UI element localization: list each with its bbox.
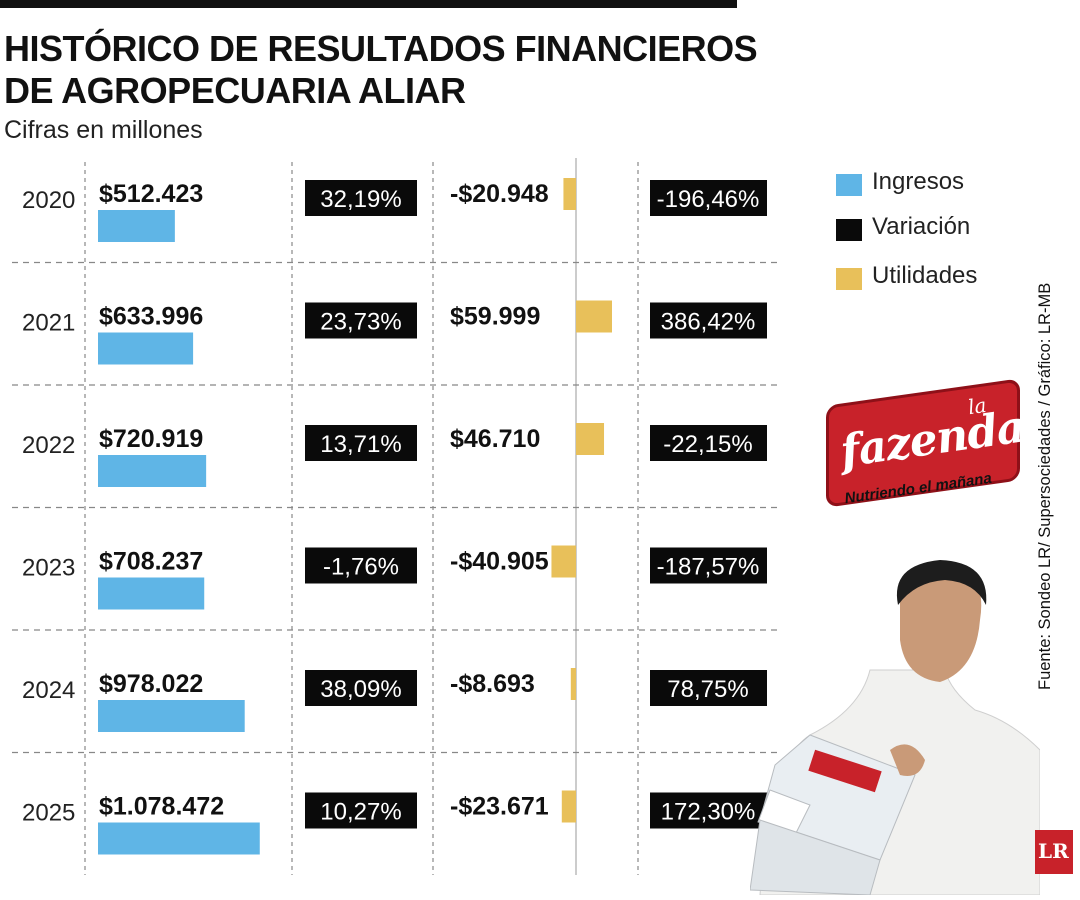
variacion-utilidades-label: 172,30% (661, 799, 756, 826)
variacion-value-label: 32,19% (320, 186, 401, 213)
legend-label-utilidades: Utilidades (872, 262, 978, 289)
variacion-box (305, 670, 417, 706)
variacion-utilidades-box (650, 302, 767, 339)
year-label: 2025 (22, 800, 75, 827)
ingresos-value-label: $512.423 (99, 180, 203, 208)
utilidades-value-label: -$20.948 (450, 180, 549, 208)
ingresos-bar (98, 700, 245, 732)
utilidades-value-label: -$8.693 (450, 670, 535, 698)
variacion-utilidades-box (650, 425, 767, 461)
utilidades-value-label: $59.999 (450, 303, 540, 331)
variacion-utilidades-box (650, 180, 767, 216)
ingresos-bar (98, 577, 205, 610)
legend-swatch-variacion (836, 219, 862, 241)
legend-swatch-utilidades (836, 268, 862, 290)
utilidades-bar (561, 790, 576, 823)
variacion-utilidades-box (650, 670, 767, 706)
ingresos-bar (98, 822, 260, 855)
executive-photo (750, 560, 1040, 895)
variacion-value-label: 23,73% (320, 309, 401, 336)
lr-logo: LR (1035, 830, 1073, 874)
year-label: 2020 (22, 187, 75, 214)
variacion-utilidades-label: -22,15% (663, 431, 752, 458)
top-rule (0, 0, 737, 8)
variacion-value-label: 10,27% (320, 799, 401, 826)
utilidades-value-label: -$40.905 (450, 548, 549, 576)
year-label: 2022 (22, 432, 75, 459)
variacion-box (305, 180, 417, 216)
legend-swatch-ingresos (836, 174, 862, 196)
utilidades-bar (551, 545, 576, 578)
variacion-value-label: 38,09% (320, 676, 401, 703)
variacion-value-label: 13,71% (320, 431, 401, 458)
variacion-utilidades-label: -196,46% (657, 186, 760, 213)
year-label: 2024 (22, 677, 75, 704)
variacion-utilidades-label: -187,57% (657, 554, 760, 581)
legend-label-variacion: Variación (872, 213, 971, 240)
ingresos-value-label: $633.996 (99, 303, 203, 331)
ingresos-value-label: $708.237 (99, 548, 203, 576)
logo-prefix: la (966, 392, 988, 420)
variacion-utilidades-box (650, 547, 767, 584)
variacion-utilidades-label: 386,42% (661, 309, 756, 336)
utilidades-value-label: -$23.671 (450, 793, 549, 821)
year-label: 2021 (22, 310, 75, 337)
variacion-box (305, 302, 417, 339)
ingresos-bar (98, 210, 175, 242)
utilidades-value-label: $46.710 (450, 425, 540, 453)
variacion-box (305, 425, 417, 461)
utilidades-bar (576, 300, 612, 333)
chart-title: HISTÓRICO DE RESULTADOS FINANCIEROS DE A… (4, 28, 758, 111)
year-label: 2023 (22, 555, 75, 582)
ingresos-value-label: $720.919 (99, 425, 203, 453)
variacion-utilidades-label: 78,75% (667, 676, 748, 703)
variacion-box (305, 792, 417, 829)
legend-label-ingresos: Ingresos (872, 168, 965, 195)
chart-subtitle: Cifras en millones (4, 116, 203, 144)
fazenda-logo: fazenda la Nutriendo el mañana (826, 378, 1027, 520)
lr-logo-text: LR (1038, 839, 1069, 863)
utilidades-bar (576, 423, 605, 455)
variacion-value-label: -1,76% (323, 554, 399, 581)
ingresos-bar (98, 332, 194, 365)
variacion-utilidades-box (650, 792, 767, 829)
utilidades-bar (570, 668, 576, 700)
ingresos-value-label: $1.078.472 (99, 793, 224, 821)
ingresos-value-label: $978.022 (99, 670, 203, 698)
utilidades-bar (563, 178, 576, 210)
variacion-box (305, 547, 417, 584)
ingresos-bar (98, 455, 207, 487)
